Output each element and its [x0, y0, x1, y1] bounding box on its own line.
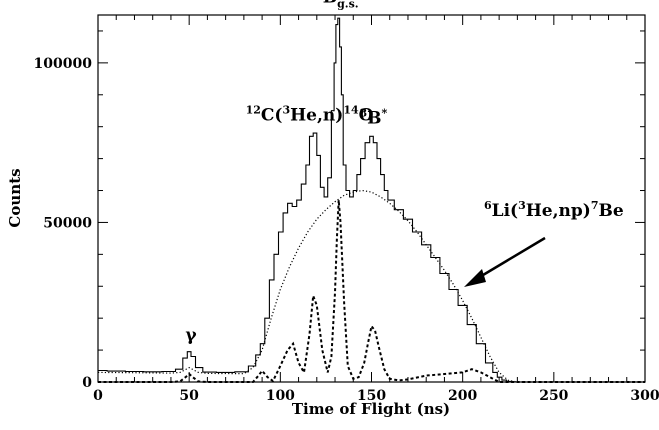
y-tick-label: 50000: [43, 215, 92, 231]
annotation-2: 8B*: [359, 107, 387, 129]
tick-labels: 0 50 100 150 200 250 300 0 50000 100000: [34, 56, 659, 404]
series-dashed-difference: [98, 200, 645, 383]
x-tick-label: 100: [266, 388, 295, 404]
arrow-annotation: [464, 236, 546, 287]
x-axis-label: Time of Flight (ns): [292, 400, 450, 418]
series-dotted-background: [97, 189, 645, 383]
series-solid-histogram: [98, 17, 645, 383]
series-layer: [97, 17, 645, 383]
y-tick-label: 0: [82, 375, 92, 391]
arrow-line: [472, 236, 546, 283]
x-tick-label: 0: [93, 388, 103, 404]
x-tick-label: 200: [448, 388, 477, 404]
x-tick-label: 250: [539, 388, 568, 404]
y-axis-label: Counts: [6, 168, 24, 227]
axis-ticks: [97, 15, 646, 383]
annotation-3: 6Li(3He,np)7Be: [484, 199, 624, 221]
x-tick-label: 300: [630, 388, 659, 404]
y-tick-label: 100000: [34, 56, 93, 72]
x-tick-label: 50: [179, 388, 199, 404]
annotation-0: 8Bg.s.: [315, 0, 359, 10]
annotation-1: 12C(3He,n)14O: [246, 103, 374, 125]
arrow-head: [464, 269, 486, 287]
x-tick-label: 150: [357, 388, 386, 404]
annotation-4: γ: [185, 326, 197, 346]
